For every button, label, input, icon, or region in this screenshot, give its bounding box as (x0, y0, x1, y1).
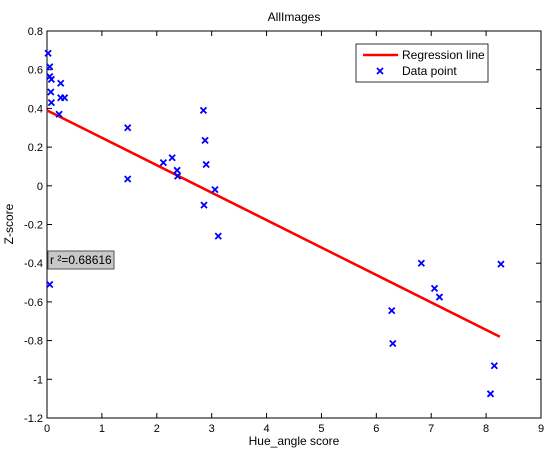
data-point-marker (202, 160, 210, 169)
x-axis-label: Hue_angle score (249, 434, 340, 448)
x-tick-label: 5 (318, 423, 324, 435)
y-tick-label: -1.2 (24, 413, 43, 425)
y-axis: -1.2 -1 -0.8 -0.6 -0.4 -0.2 0 0.2 0.4 0.6 0.8 (24, 26, 541, 425)
data-point-marker (60, 94, 69, 102)
chart-title: AllImages (268, 10, 321, 24)
y-tick-label: 0.4 (28, 103, 43, 115)
data-point-marker (214, 232, 222, 240)
x-tick-label: 1 (99, 423, 105, 435)
data-point-marker (201, 136, 209, 144)
data-point-marker (57, 79, 65, 87)
legend-marker (376, 67, 384, 75)
data-point-marker (200, 201, 208, 209)
data-point-marker (124, 124, 132, 132)
annotation-text: r ²=0.68616 (50, 253, 112, 267)
data-point-marker (430, 284, 439, 292)
legend-label-data-point: Data point (402, 64, 457, 78)
legend-box (355, 43, 489, 83)
data-point-marker (388, 306, 396, 315)
plot-area (46, 30, 542, 419)
data-point-marker (46, 280, 54, 289)
y-tick-label: 0.6 (28, 65, 43, 77)
legend: Regression line Data point (355, 43, 489, 83)
legend-swatch-data-point (376, 67, 384, 75)
data-point-marker (44, 49, 52, 57)
r-squared-annotation: r ²=0.68616 (47, 250, 115, 270)
data-point-marker (159, 158, 168, 167)
y-tick-label: 0 (37, 181, 43, 193)
y-tick-label: -0.6 (24, 297, 43, 309)
x-tick-label: 7 (428, 423, 434, 435)
data-point-marker (46, 63, 54, 71)
annotation-box (47, 250, 115, 270)
x-tick-label: 8 (483, 423, 489, 435)
data-point-marker (199, 106, 208, 114)
data-point-marker (173, 172, 182, 180)
x-tick-label: 6 (373, 423, 379, 435)
data-point-marker (486, 390, 495, 398)
x-tick-label: 3 (209, 423, 215, 435)
y-tick-label: 0.8 (28, 26, 43, 38)
data-point-marker (55, 110, 63, 118)
y-tick-label: -0.8 (24, 336, 43, 348)
x-tick-label: 0 (44, 423, 50, 435)
y-tick-label: -0.2 (24, 220, 43, 232)
y-tick-label: 0.2 (28, 142, 43, 154)
y-tick-label: -1 (33, 374, 43, 386)
data-point-marker (47, 88, 55, 96)
data-point-marker (124, 175, 132, 183)
x-tick-label: 9 (538, 423, 544, 435)
series-layer (44, 49, 505, 398)
data-point-marker (47, 75, 56, 84)
data-point-marker (173, 166, 181, 174)
legend-label-regression-line: Regression line (402, 48, 485, 62)
data-point-marker (211, 186, 219, 194)
x-tick-label: 2 (154, 423, 160, 435)
data-point-marker (47, 98, 56, 107)
data-point-marker (435, 293, 444, 301)
x-tick-label: 4 (263, 423, 269, 435)
data-point-marker (417, 259, 425, 267)
y-tick-label: -0.4 (24, 258, 43, 270)
data-point-marker (168, 154, 176, 162)
data-point-marker (389, 339, 397, 348)
y-axis-label: Z-score (2, 203, 16, 244)
regression-line (46, 109, 501, 338)
data-point-marker (497, 260, 505, 268)
data-point-marker (490, 362, 498, 370)
x-axis: 0 1 2 3 4 5 6 7 8 9 (44, 31, 544, 435)
